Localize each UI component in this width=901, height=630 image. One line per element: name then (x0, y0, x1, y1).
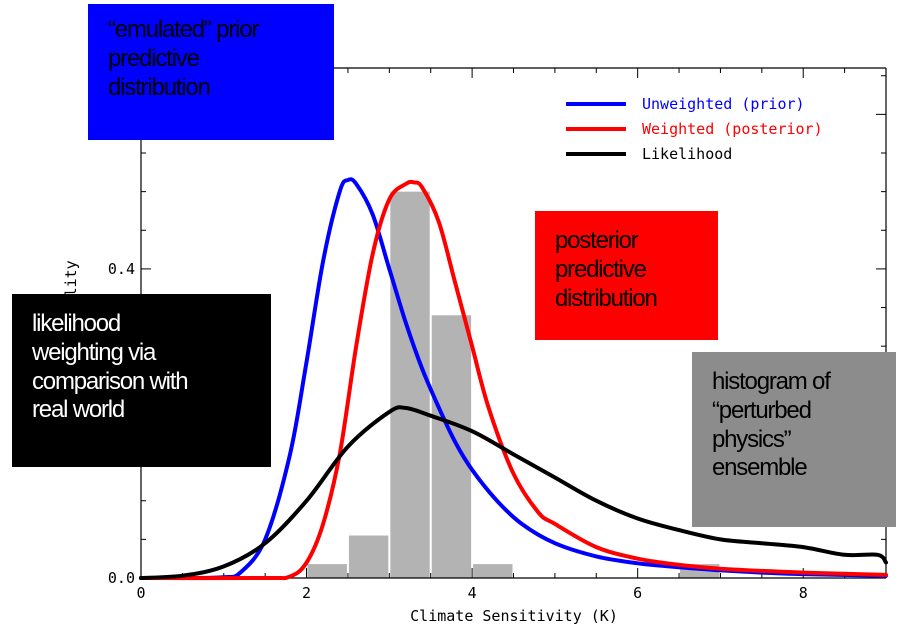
x-tick-label: 4 (468, 584, 477, 602)
legend-label: Weighted (posterior) (642, 120, 823, 138)
x-tick-label: 0 (136, 584, 145, 602)
likelihood-callout-line: comparison with (32, 367, 189, 395)
posterior-callout: posterior predictive distribution (535, 211, 718, 340)
likelihood-callout-line: real world (32, 396, 125, 424)
likelihood-curve (139, 405, 888, 580)
histogram-bar (390, 191, 430, 579)
histogram-bars (307, 191, 720, 579)
histogram-bar (473, 564, 513, 578)
prior-curve (139, 177, 888, 581)
histogram-bar (307, 564, 347, 578)
histogram-callout-line: ensemble (712, 454, 808, 482)
posterior-callout-line: posterior (555, 227, 639, 254)
x-tick-label: 6 (633, 584, 642, 602)
x-axis-label: Climate Sensitivity (K) (410, 607, 618, 625)
histogram-callout-line: physics” (712, 425, 792, 453)
y-tick-label: 0.0 (108, 569, 135, 587)
legend-label: Unweighted (prior) (642, 95, 805, 113)
x-tick-label: 2 (302, 584, 311, 602)
prior-callout-line: predictive (108, 44, 200, 72)
likelihood-callout-line: likelihood (32, 310, 121, 337)
posterior-curve (139, 179, 888, 581)
likelihood-callout-line: weighting via (32, 338, 156, 366)
legend-label: Likelihood (642, 145, 732, 163)
x-tick-label: 8 (799, 584, 808, 602)
y-tick-label: 0.4 (108, 260, 135, 278)
legend: Unweighted (prior) Weighted (posterior) Li… (566, 95, 823, 163)
curves (139, 177, 888, 581)
prior-callout-line: “emulated” prior (108, 16, 259, 43)
histogram-callout-line: “perturbed (712, 396, 812, 424)
prior-callout-line: distribution (108, 73, 211, 101)
likelihood-callout: likelihood weighting via comparison with… (12, 294, 271, 467)
posterior-callout-line: distribution (555, 284, 658, 312)
histogram-callout-line: histogram of (712, 368, 831, 395)
histogram-bar (348, 535, 389, 578)
histogram-bar (431, 315, 472, 578)
prior-callout: “emulated” prior predictive distribution (88, 4, 334, 140)
posterior-callout-line: predictive (555, 255, 647, 283)
histogram-callout: histogram of “perturbed physics” ensembl… (692, 352, 896, 527)
